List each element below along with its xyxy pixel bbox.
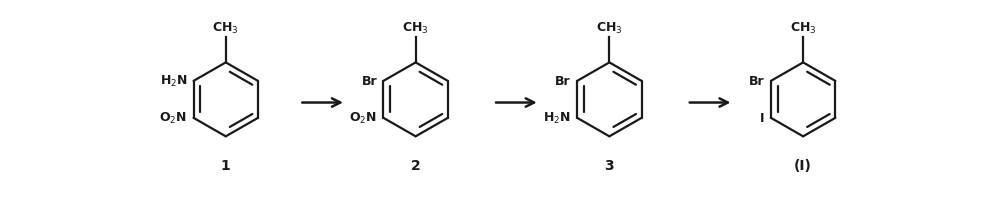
- Text: CH$_3$: CH$_3$: [596, 21, 623, 36]
- Text: 3: 3: [605, 158, 614, 172]
- Text: (I): (I): [794, 158, 812, 172]
- Text: CH$_3$: CH$_3$: [212, 21, 239, 36]
- Text: O$_2$N: O$_2$N: [349, 111, 377, 126]
- Text: O$_2$N: O$_2$N: [159, 111, 187, 126]
- Text: 2: 2: [411, 158, 420, 172]
- Text: Br: Br: [555, 75, 571, 88]
- Text: Br: Br: [362, 75, 377, 88]
- Text: H$_2$N: H$_2$N: [543, 111, 571, 126]
- Text: H$_2$N: H$_2$N: [160, 74, 187, 89]
- Text: CH$_3$: CH$_3$: [790, 21, 816, 36]
- Text: Br: Br: [749, 75, 765, 88]
- Text: 1: 1: [221, 158, 231, 172]
- Text: I: I: [760, 112, 765, 125]
- Text: CH$_3$: CH$_3$: [402, 21, 429, 36]
